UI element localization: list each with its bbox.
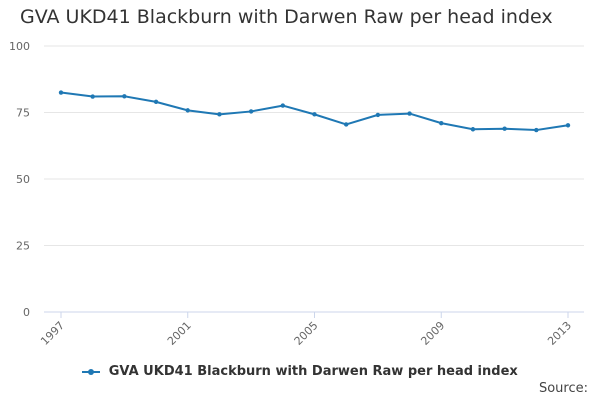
- legend[interactable]: GVA UKD41 Blackburn with Darwen Raw per …: [0, 364, 600, 379]
- data-point[interactable]: [312, 112, 317, 117]
- data-point[interactable]: [248, 109, 254, 114]
- data-point[interactable]: [217, 112, 222, 117]
- source-label: Source:: [538, 381, 588, 396]
- x-tick-label: 1997: [38, 319, 67, 348]
- y-tick-label: 50: [16, 173, 30, 186]
- chart-title: GVA UKD41 Blackburn with Darwen Raw per …: [20, 6, 553, 28]
- y-tick-label: 75: [16, 107, 30, 120]
- data-point[interactable]: [439, 120, 444, 126]
- x-tick-label: 2005: [292, 319, 321, 348]
- data-point[interactable]: [153, 99, 159, 105]
- legend-label: GVA UKD41 Blackburn with Darwen Raw per …: [108, 364, 518, 379]
- data-point[interactable]: [90, 94, 95, 99]
- x-axis-ticks: 1997 2001 2005 2009 2013: [38, 312, 574, 348]
- data-point[interactable]: [407, 111, 412, 116]
- data-point[interactable]: [185, 108, 190, 113]
- data-point[interactable]: [470, 127, 476, 132]
- data-point[interactable]: [502, 126, 507, 131]
- y-tick-label: 100: [9, 40, 30, 53]
- y-tick-label: 0: [23, 306, 30, 319]
- y-tick-label: 25: [16, 240, 30, 253]
- data-point[interactable]: [58, 90, 64, 95]
- data-point[interactable]: [343, 122, 349, 127]
- data-point[interactable]: [534, 127, 539, 133]
- x-tick-label: 2001: [165, 319, 194, 348]
- series-group: [58, 90, 571, 133]
- gridlines: [44, 45, 584, 313]
- data-point[interactable]: [565, 123, 571, 128]
- x-tick-label: 2009: [418, 319, 447, 348]
- x-tick-label: 2013: [545, 319, 574, 348]
- series-line: [60, 91, 569, 132]
- y-axis-ticks: 0 25 50 75 100: [9, 40, 30, 319]
- legend-swatch: [82, 367, 101, 377]
- data-point[interactable]: [122, 94, 127, 99]
- data-point[interactable]: [280, 103, 286, 108]
- data-point[interactable]: [375, 112, 381, 118]
